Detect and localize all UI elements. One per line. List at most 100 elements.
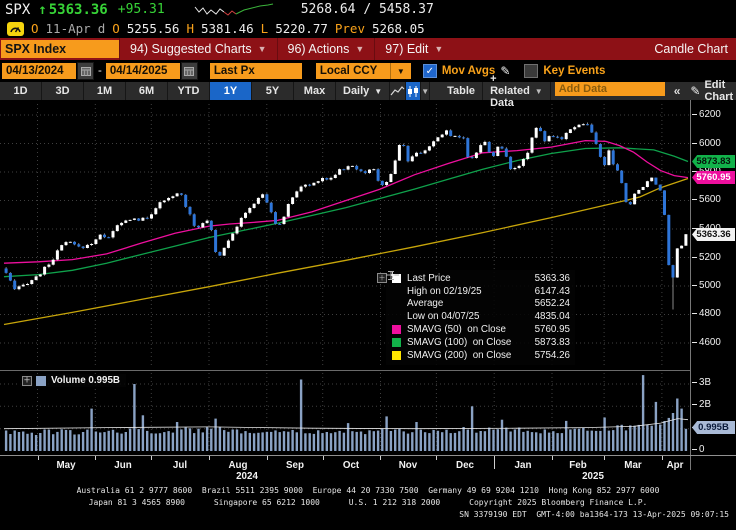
currency-select-caret[interactable]: ▼	[389, 63, 411, 79]
price-chart-svg[interactable]	[0, 100, 690, 370]
period-tab-5Y[interactable]: 5Y	[252, 82, 294, 100]
period-tab-1M[interactable]: 1M	[84, 82, 126, 100]
footer-phone-line-2: Japan 81 3 4565 8900 Singapore 65 6212 1…	[88, 498, 648, 507]
period-tab-1D[interactable]: 1D	[0, 82, 42, 100]
candle-chart-icon[interactable]	[406, 82, 422, 100]
price-badge: 5760.95	[692, 171, 735, 184]
currency-select[interactable]: Local CCY	[315, 63, 390, 79]
volume-chart-svg[interactable]	[0, 371, 690, 456]
x-axis-month-label: Dec	[456, 460, 474, 471]
edit-chart-button[interactable]: Edit Chart	[704, 79, 734, 103]
y-axis-tick: 5200	[692, 252, 721, 263]
add-data-input[interactable]	[554, 82, 665, 96]
ohlc-row: O 11-Apr d O 5255.56 H 5381.46 L 5220.77…	[0, 19, 736, 38]
price-field-select[interactable]: Last Px	[209, 63, 302, 79]
high-label: H	[186, 21, 194, 36]
edit-chart-pencil-icon[interactable]: ✎	[690, 84, 701, 98]
related-data-button[interactable]: + Related Data ▼	[483, 73, 551, 109]
table-button[interactable]: Table	[440, 82, 484, 100]
legend-value: 5363.36	[534, 272, 570, 284]
chevron-down-icon: ▼	[434, 44, 444, 54]
legend-value: 4835.04	[534, 311, 570, 323]
legend-value: 5760.95	[534, 324, 570, 336]
price-change: +95.31	[117, 2, 165, 17]
price-badge: 5873.83	[692, 155, 735, 168]
legend-value: 5754.26	[534, 349, 570, 361]
y-axis-tick: 5000	[692, 280, 721, 291]
key-events-label[interactable]: Key Events	[543, 65, 606, 77]
security-field[interactable]: SPX Index	[1, 40, 119, 58]
menu-edit[interactable]: 97) Edit ▼	[374, 38, 453, 60]
volume-axis-tick: 2B	[692, 399, 711, 410]
volume-legend-collapse-icon[interactable]: ＋	[22, 375, 32, 386]
period-tab-Max[interactable]: Max	[294, 82, 336, 100]
x-axis-year-label: 2024	[236, 471, 258, 482]
period-tab-6M[interactable]: 6M	[126, 82, 168, 100]
high-value: 5381.46	[200, 21, 254, 36]
prev-label: Prev	[334, 21, 365, 36]
quote-header-row: SPX ↑ 5363.36 +95.31 5268.64 / 5458.37	[0, 0, 736, 19]
legend-marker-icon	[389, 350, 403, 360]
frequency-dropdown[interactable]: Daily ▼	[336, 82, 391, 100]
month-tick	[95, 456, 96, 460]
footer-session-info: SN 3379190 EDT GMT-4:00 ba1364-173 13-Ap…	[459, 510, 729, 519]
collapse-panel-button[interactable]: «	[673, 84, 681, 98]
date-to-input[interactable]	[105, 63, 180, 79]
last-price: 5363.36	[48, 1, 108, 18]
line-chart-icon[interactable]	[390, 82, 407, 100]
sparkline-icon	[194, 3, 273, 16]
low-value: 5220.77	[275, 21, 328, 36]
chart-legend[interactable]: ＋ Last Price 5363.36 High on 02/19/25 6147.…	[377, 270, 575, 365]
time-axis: May Jun Jul Aug Sep Oct Nov Dec Jan Feb Mar Apr 2024…	[0, 455, 736, 486]
market-status-gauge-icon[interactable]	[7, 21, 24, 36]
legend-rows: Last Price 5363.36 High on 02/19/25 6147.43…	[386, 271, 570, 362]
x-axis-month-label: Oct	[342, 460, 360, 471]
mov-avgs-label[interactable]: Mov Avgs	[441, 65, 496, 77]
x-axis-month-label: Jul	[172, 460, 188, 471]
x-axis-month-label: Jan	[514, 460, 532, 471]
volume-panel[interactable]: ＋ Volume 0.995B	[0, 370, 690, 456]
month-tick	[209, 456, 210, 460]
legend-collapse-icon[interactable]: ＋	[377, 273, 387, 283]
legend-row: SMAVG (100) on Close 5873.83	[389, 336, 570, 349]
calendar-icon[interactable]	[180, 62, 198, 80]
calendar-icon[interactable]	[77, 62, 94, 80]
chart-toolbar: - Last Px Local CCY ▼ ✓ Mov Avgs ✎ Key E…	[0, 60, 736, 82]
candle-wicks	[5, 122, 687, 310]
chart-type-caret[interactable]: ▼	[421, 82, 431, 100]
menu-bar: SPX Index 94) Suggested Charts ▼ 96) Acti…	[0, 38, 736, 60]
x-axis-month-label: May	[56, 460, 76, 471]
legend-marker-icon	[389, 337, 403, 347]
volume-legend-label: Volume 0.995B	[51, 375, 120, 386]
month-tick	[604, 456, 605, 460]
x-axis-month-label: Feb	[569, 460, 587, 471]
period-tab-YTD[interactable]: YTD	[168, 82, 210, 100]
date-from-input[interactable]	[2, 63, 76, 79]
y-axis-tick: 5600	[692, 194, 721, 205]
key-events-checkbox[interactable]	[524, 64, 539, 78]
menu-suggested-charts[interactable]: 94) Suggested Charts ▼	[119, 38, 277, 60]
legend-row: High on 02/19/25 6147.43	[388, 271, 570, 298]
period-tab-3D[interactable]: 3D	[42, 82, 84, 100]
x-axis-month-label: Jun	[114, 460, 132, 471]
edit-mov-avgs-pencil-icon[interactable]: ✎	[500, 64, 511, 78]
quote-date: 11-Apr	[45, 21, 91, 36]
legend-value: 6147.43	[534, 285, 570, 297]
frequency-flag: d	[97, 21, 106, 36]
menu-actions[interactable]: 96) Actions ▼	[276, 38, 375, 60]
mov-avgs-checkbox[interactable]: ✓	[422, 64, 437, 78]
month-tick	[662, 456, 663, 460]
price-chart-panel[interactable]: ＋ Last Price 5363.36 High on 02/19/25 6147.…	[0, 100, 690, 370]
x-axis-month-label: Apr	[666, 460, 684, 471]
volume-legend[interactable]: ＋ Volume 0.995B	[20, 374, 126, 387]
month-tick	[436, 456, 437, 460]
legend-row: SMAVG (50) on Close 5760.95	[389, 323, 570, 336]
month-tick	[552, 456, 553, 460]
volume-badge: 0.995B	[692, 421, 735, 434]
open-value: 5255.56	[126, 21, 180, 36]
y-axis-tick: 6000	[692, 138, 721, 149]
period-tab-1Y[interactable]: 1Y	[210, 82, 252, 100]
legend-row: Last Price 5363.36	[389, 272, 570, 285]
date-range-separator: -	[98, 65, 102, 77]
open-indicator: O	[31, 21, 39, 36]
